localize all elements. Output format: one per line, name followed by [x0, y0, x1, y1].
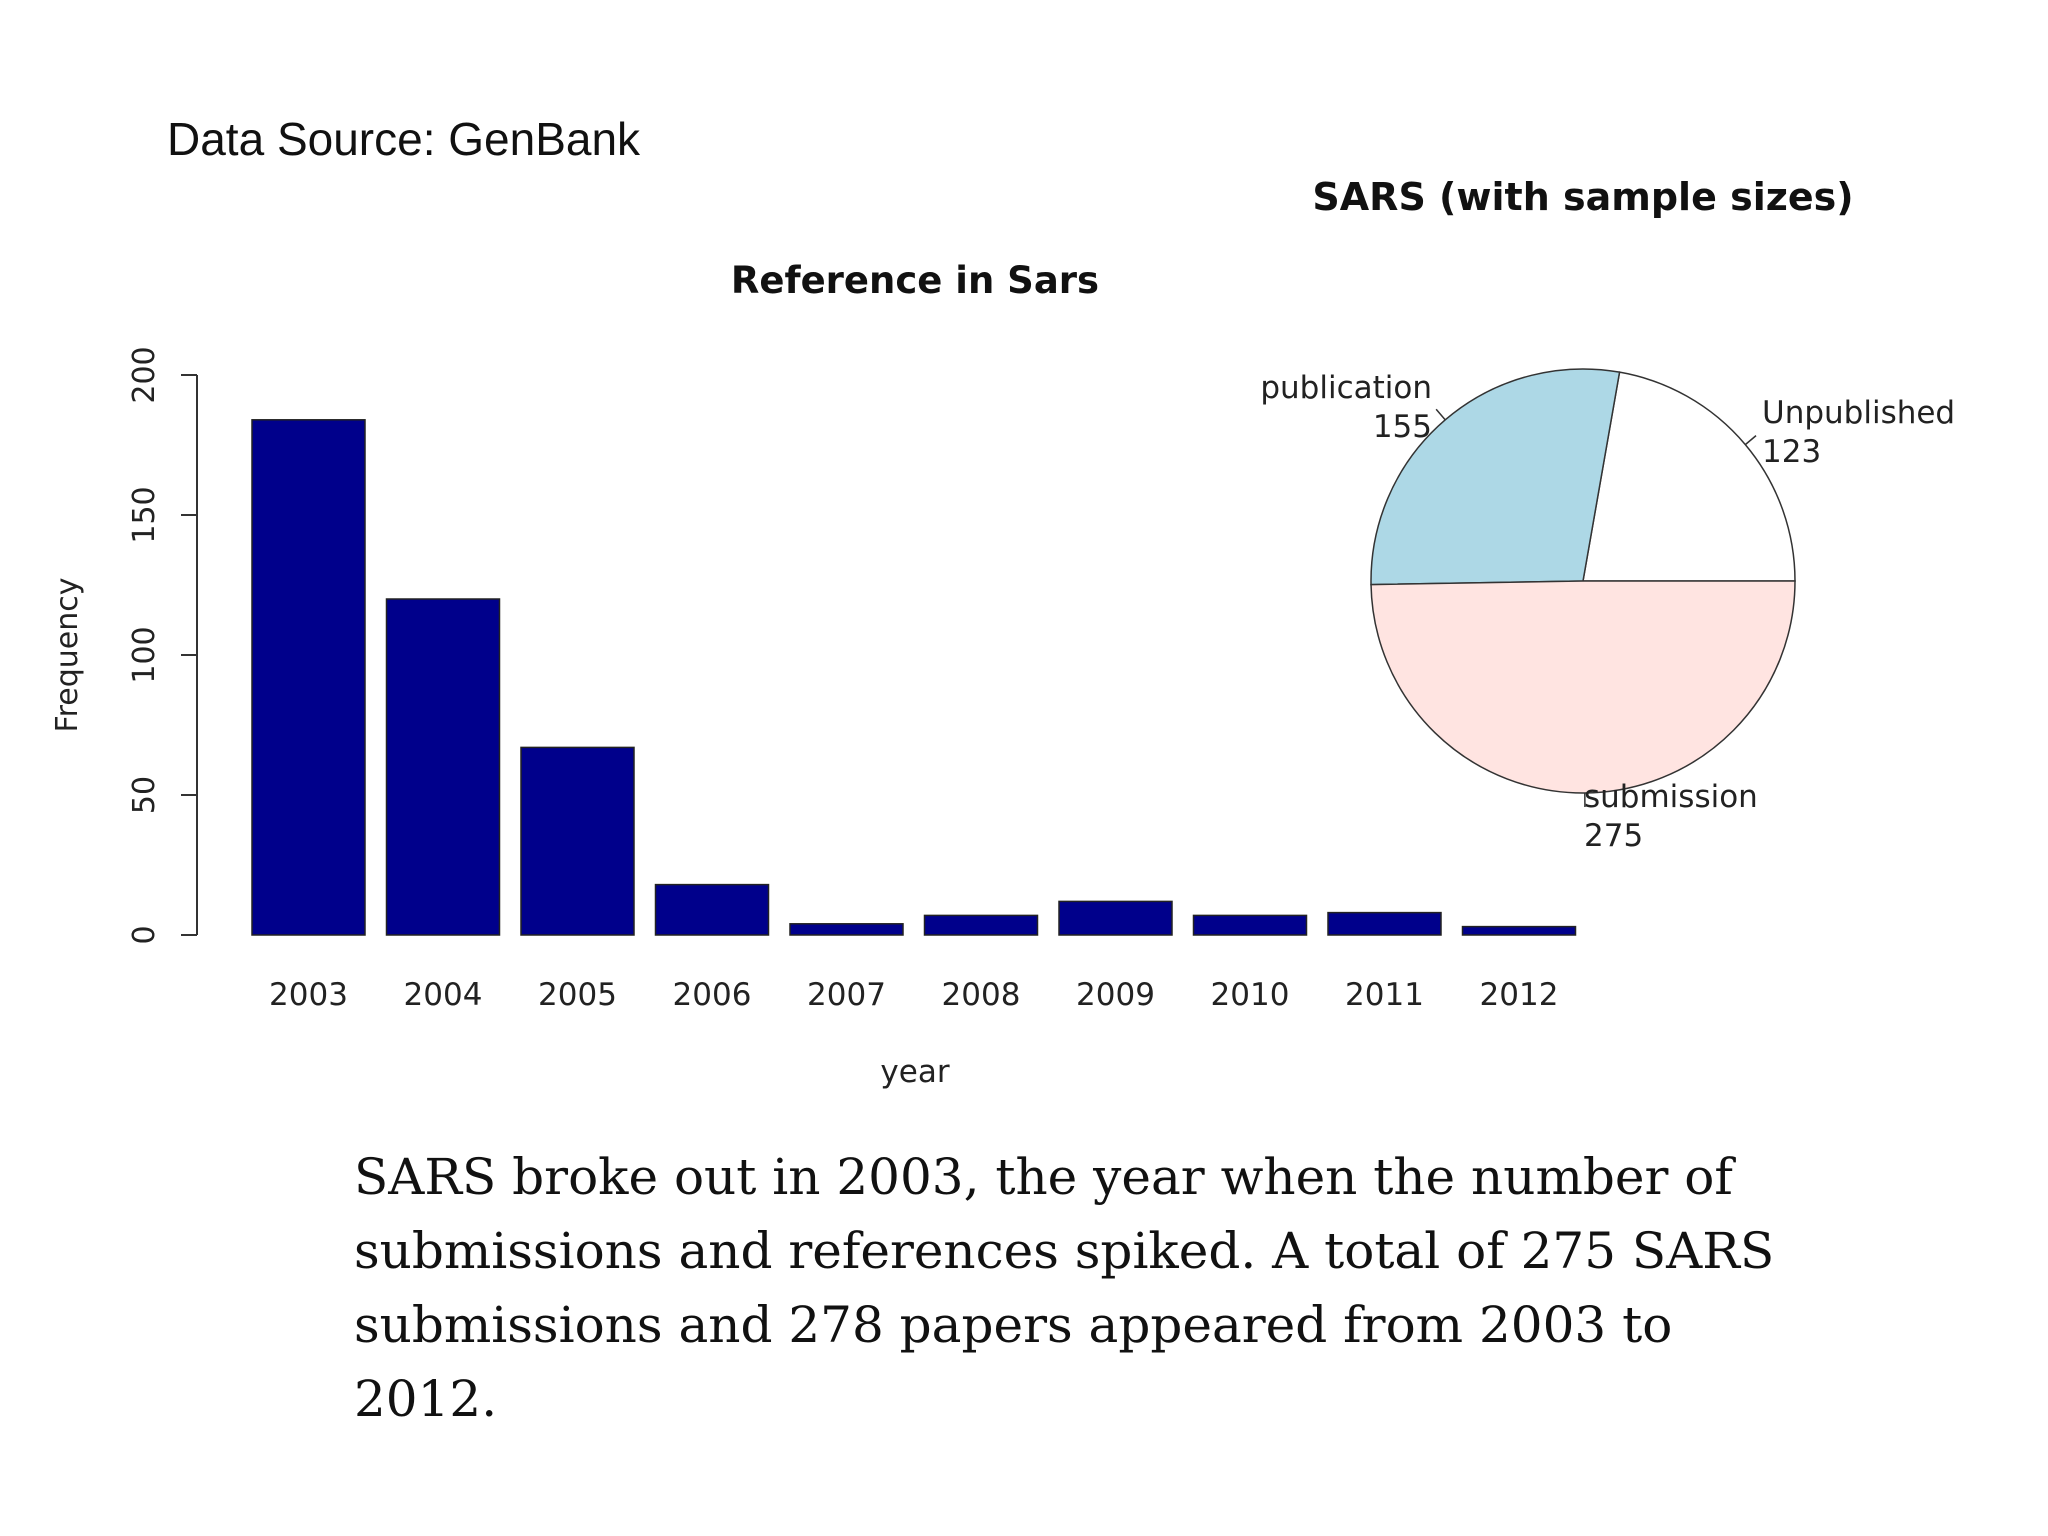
- bar: [1192, 914, 1308, 936]
- pie-slice-label: Unpublished: [1762, 395, 1955, 431]
- pie-slice: [1582, 371, 1796, 582]
- y-tick-label: 0: [127, 925, 162, 944]
- caption-line: submissions and 278 papers appeared from…: [354, 1296, 1673, 1428]
- bar: [1327, 911, 1442, 936]
- x-tick-label: 2009: [1076, 977, 1155, 1013]
- pie-slice-label: publication: [1260, 370, 1432, 406]
- x-tick-label: 2004: [404, 977, 483, 1013]
- bar: [385, 598, 501, 936]
- pie-slice-label: submission: [1584, 779, 1758, 815]
- x-tick-label: 2006: [673, 977, 752, 1013]
- x-tick-label: 2003: [269, 977, 348, 1013]
- y-tick-label: 50: [127, 776, 162, 814]
- bar: [1461, 925, 1577, 936]
- y-tick-label: 100: [127, 626, 162, 683]
- pie-slice: [1370, 580, 1796, 794]
- caption-line: SARS broke out in 2003, the year when th…: [354, 1148, 1733, 1206]
- pie-slice-value: 275: [1584, 818, 1643, 854]
- y-axis-label: Frequency: [50, 578, 85, 733]
- x-tick-label: 2008: [942, 977, 1021, 1013]
- y-tick-label: 200: [127, 346, 162, 403]
- pie-slice: [1370, 368, 1621, 586]
- bar-chart: Reference in Sars 0 50 100 150 200 Frequency 20…: [50, 259, 1577, 1090]
- data-source-label: Data Source: GenBank: [167, 113, 641, 165]
- x-tick-label: 2011: [1345, 977, 1424, 1013]
- bar: [520, 746, 635, 936]
- caption-line: submissions and references spiked. A tot…: [354, 1222, 1775, 1280]
- caption: SARS broke out in 2003, the year when th…: [354, 1140, 1804, 1436]
- pie-leader-line: [1435, 408, 1446, 421]
- x-axis-label: year: [880, 1054, 949, 1090]
- bar: [251, 419, 366, 936]
- x-tick-label: 2010: [1211, 977, 1290, 1013]
- pie-slice-value: 123: [1762, 434, 1821, 470]
- x-tick-label: 2005: [538, 977, 617, 1013]
- bar: [654, 883, 770, 936]
- x-tick-label: 2012: [1480, 977, 1559, 1013]
- bar: [1058, 900, 1173, 936]
- bar: [789, 923, 904, 936]
- bar-chart-title: Reference in Sars: [731, 259, 1099, 302]
- x-tick-label: 2007: [807, 977, 886, 1013]
- pie-chart-title: SARS (with sample sizes): [1312, 175, 1853, 219]
- bar: [923, 914, 1039, 936]
- y-tick-label: 150: [127, 486, 162, 543]
- pie-leader-line: [1744, 435, 1757, 446]
- pie-slice-value: 155: [1373, 409, 1432, 445]
